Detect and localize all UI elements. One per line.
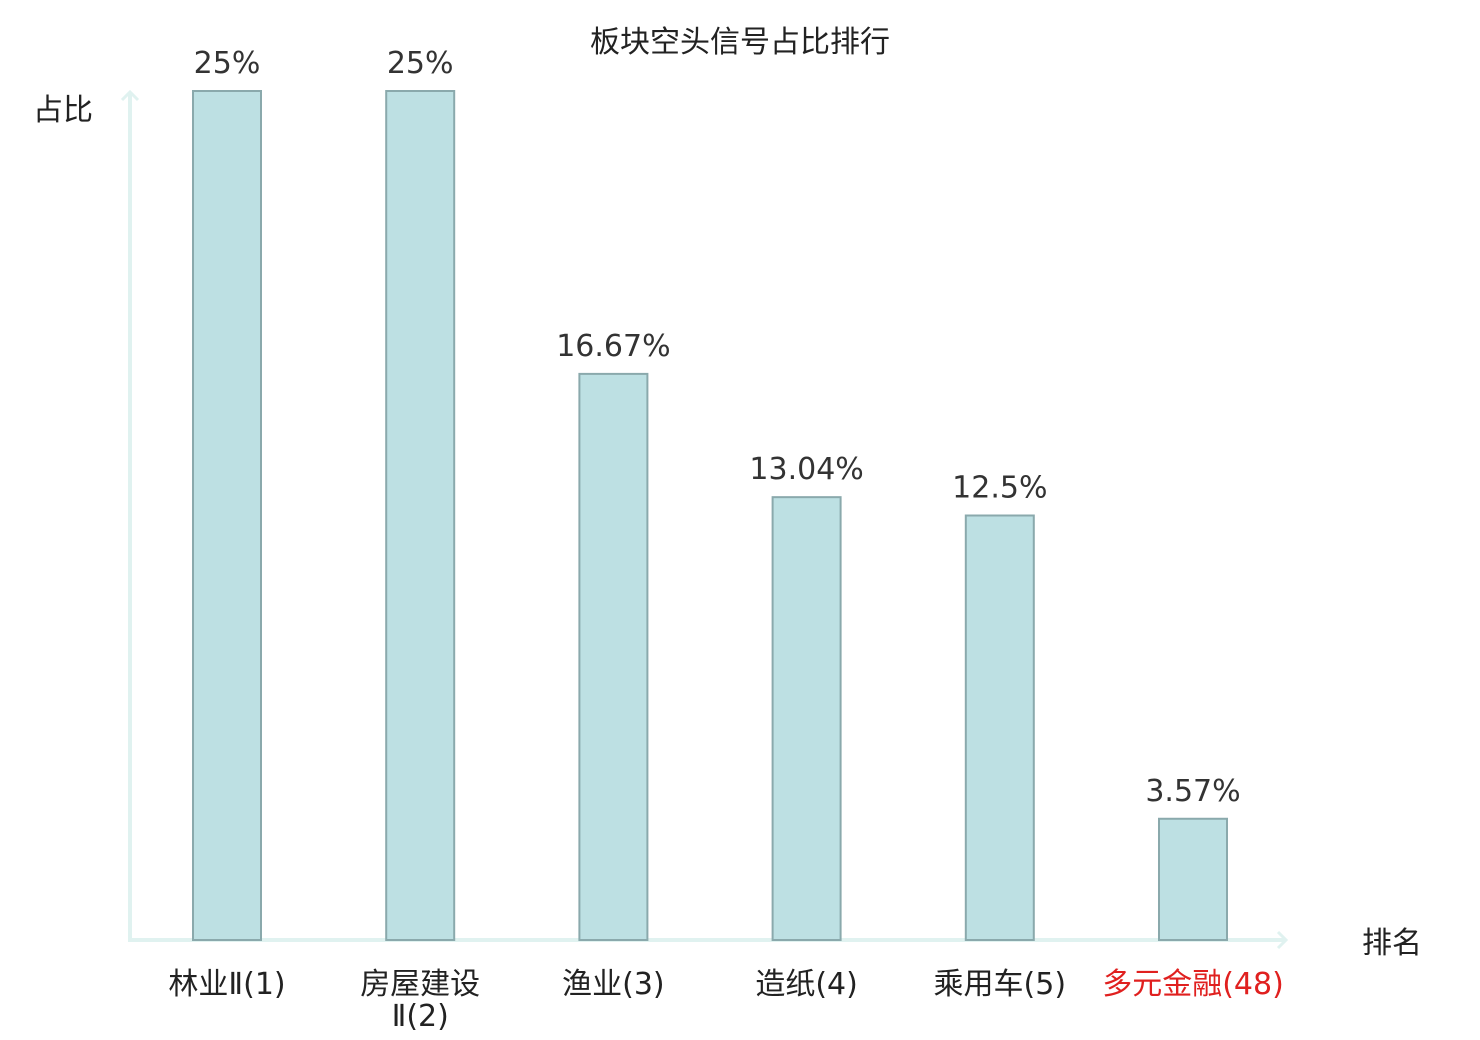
data-label: 12.5% bbox=[952, 471, 1047, 506]
bar bbox=[192, 90, 262, 941]
data-label: 25% bbox=[194, 46, 261, 81]
y-axis-label: 占比 bbox=[33, 93, 93, 128]
data-label: 25% bbox=[387, 46, 454, 81]
bar bbox=[578, 372, 649, 942]
bar bbox=[964, 514, 1035, 941]
chart-title: 板块空头信号占比排行 bbox=[590, 25, 890, 60]
x-tick-label: 房屋建设 bbox=[360, 967, 480, 1002]
x-tick-label: 渔业(3) bbox=[562, 967, 665, 1002]
x-tick-label: 多元金融(48) bbox=[1102, 967, 1284, 1002]
x-axis-label: 排名 bbox=[1362, 926, 1422, 961]
bar bbox=[1158, 817, 1228, 942]
x-tick-label: 乘用车(5) bbox=[934, 967, 1067, 1002]
data-label: 16.67% bbox=[556, 329, 670, 364]
bar bbox=[771, 496, 842, 941]
data-label: 3.57% bbox=[1145, 774, 1240, 809]
data-label: 13.04% bbox=[749, 452, 863, 487]
x-tick-label: 林业Ⅱ(1) bbox=[168, 967, 285, 1002]
x-tick-label: 造纸(4) bbox=[755, 967, 858, 1002]
x-tick-label: Ⅱ(2) bbox=[392, 999, 449, 1034]
bar bbox=[385, 90, 456, 941]
